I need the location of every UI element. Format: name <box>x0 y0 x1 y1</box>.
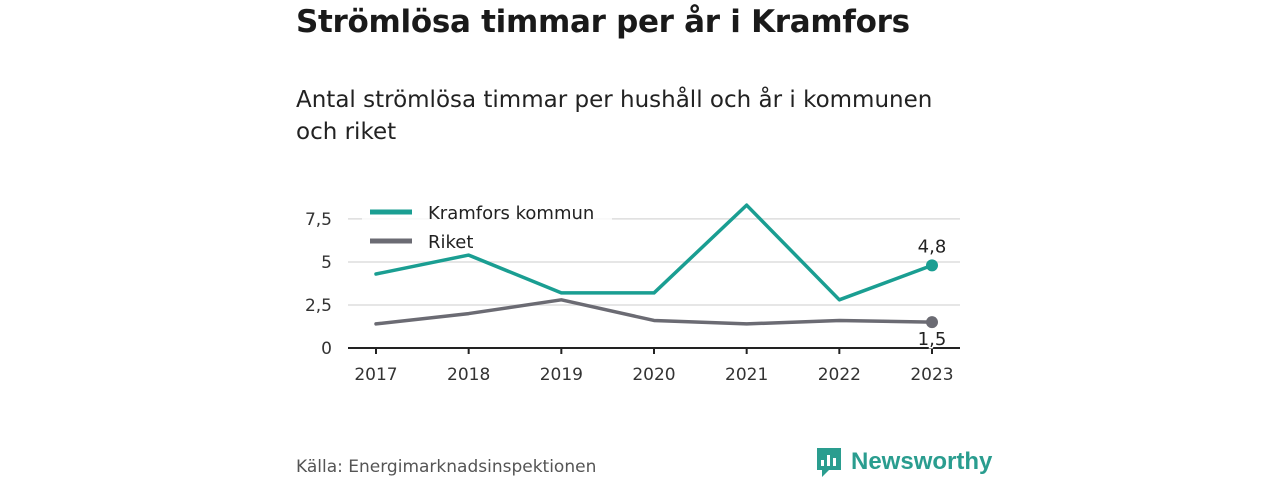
series-line-riket <box>374 298 934 326</box>
newsworthy-brand: Newsworthy <box>815 446 992 478</box>
end-value-label-kramfors: 4,8 <box>918 236 947 257</box>
y-tick-label: 2,5 <box>305 296 332 316</box>
x-tick-label: 2018 <box>447 365 490 385</box>
legend-label-kramfors: Kramfors kommun <box>428 203 594 224</box>
x-tick-label: 2019 <box>540 365 583 385</box>
chart-title: Strömlösa timmar per år i Kramfors <box>296 4 910 40</box>
y-tick-label: 5 <box>321 253 332 273</box>
legend-label-riket: Riket <box>428 232 473 253</box>
x-tick-label: 2017 <box>354 365 397 385</box>
data-point-riket <box>926 316 938 329</box>
y-tick-label: 7,5 <box>305 210 332 230</box>
x-tick-label: 2020 <box>632 365 675 385</box>
x-tick-label: 2022 <box>818 365 861 385</box>
data-point-kramfors <box>926 259 938 272</box>
end-value-label-riket: 1,5 <box>918 329 947 350</box>
x-tick-label: 2023 <box>910 365 953 385</box>
source-note: Källa: Energimarknadsinspektionen <box>296 457 597 477</box>
x-tick-label: 2021 <box>725 365 768 385</box>
brand-name: Newsworthy <box>851 448 993 475</box>
y-tick-label: 0 <box>321 339 332 359</box>
series-line-kramfors <box>374 203 934 302</box>
chart-subtitle: Antal strömlösa timmar per hushåll och å… <box>296 87 933 145</box>
newsworthy-logo-icon <box>817 448 841 477</box>
